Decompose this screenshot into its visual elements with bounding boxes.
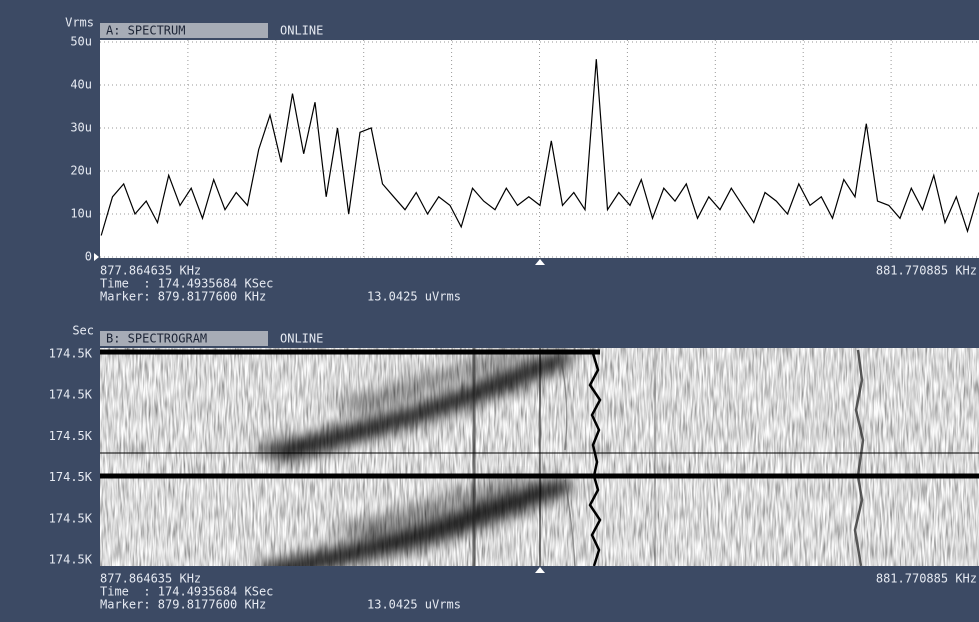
y-tick-label: 40u <box>70 78 92 92</box>
y-tick-label: 50u <box>70 35 92 49</box>
x-tick-label: 877.864635 KHz <box>100 264 201 278</box>
marker-value: 13.0425 uVrms <box>367 290 461 304</box>
y-tick-label: 174.5K <box>49 470 93 484</box>
marker-readout: Marker: 879.8177600 KHz <box>100 598 266 612</box>
analyzer-screen: A: SPECTRUM ONLINE Vrms 0 10u 20u 30u 40u 50u 877… <box>0 0 979 622</box>
spectrogram-image <box>100 348 979 580</box>
y-tick-label: 174.5K <box>49 511 93 525</box>
time-readout: Time : 174.4935684 KSec <box>100 585 273 599</box>
marker-readout: Marker: 879.8177600 KHz <box>100 290 266 304</box>
x-tick-label: 881.770885 KHz <box>876 264 977 278</box>
y-tick-label: 174.5K <box>49 429 93 443</box>
panel-status: ONLINE <box>280 24 323 38</box>
marker-value: 13.0425 uVrms <box>367 598 461 612</box>
y-tick-label: 30u <box>70 121 92 135</box>
y-tick-label: 0 <box>85 250 92 264</box>
y-tick-label: 174.5K <box>49 347 93 361</box>
panel-status: ONLINE <box>280 332 323 346</box>
time-readout: Time : 174.4935684 KSec <box>100 277 273 291</box>
x-tick-label: 877.864635 KHz <box>100 572 201 586</box>
y-axis-label: Vrms <box>65 16 94 30</box>
panel-title: B: SPECTROGRAM <box>106 332 207 346</box>
y-tick-label: 174.5K <box>49 388 93 402</box>
y-tick-label: 174.5K <box>49 553 93 567</box>
y-tick-label: 20u <box>70 164 92 178</box>
y-axis-label: Sec <box>72 324 94 338</box>
panel-title: A: SPECTRUM <box>106 24 185 38</box>
y-tick-label: 10u <box>70 207 92 221</box>
x-tick-label: 881.770885 KHz <box>876 572 977 586</box>
